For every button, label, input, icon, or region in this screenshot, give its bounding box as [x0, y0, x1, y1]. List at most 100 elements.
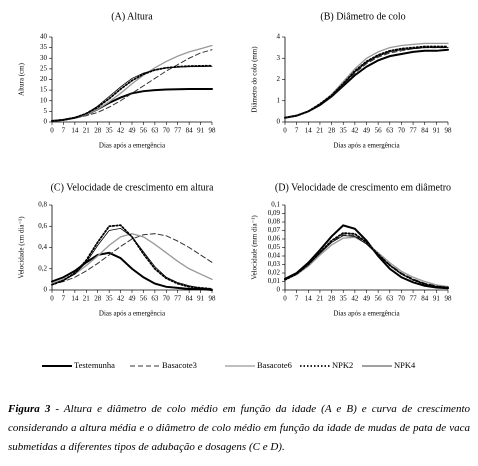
x-tick-label: 56: [140, 127, 148, 135]
legend-label: Testemunha: [74, 360, 115, 370]
x-tick-label: 35: [106, 295, 114, 303]
x-tick-label: 63: [151, 127, 159, 135]
y-tick-label: 0,1: [271, 201, 280, 209]
series-line: [284, 45, 449, 119]
x-tick-label: 0: [50, 295, 54, 303]
legend-label: Basacote3: [162, 360, 197, 370]
series-line: [51, 233, 213, 285]
x-tick-label: 35: [340, 295, 348, 303]
caption-text: - Altura e diâmetro de colo médio em fun…: [8, 403, 470, 453]
y-tick-label: 10: [40, 96, 48, 104]
x-tick-label: 35: [340, 127, 348, 135]
series-line: [51, 49, 213, 122]
x-tick-label: 21: [316, 127, 324, 135]
x-tick-label: 56: [375, 295, 383, 303]
x-tick-label: 70: [398, 295, 406, 303]
y-tick-label: 5: [44, 107, 48, 115]
legend-item: NPK4: [362, 360, 416, 370]
x-tick-label: 56: [140, 295, 148, 303]
x-tick-label: 84: [186, 127, 194, 135]
x-tick-label: 7: [295, 127, 299, 135]
y-tick-label: 0,4: [38, 243, 47, 251]
x-tick-label: 7: [295, 295, 299, 303]
series-line: [284, 48, 449, 119]
y-tick-label: 0,07: [268, 226, 281, 234]
chart-title: (C) Velocidade de crescimento em altura: [51, 182, 214, 193]
legend-item: NPK2: [300, 360, 353, 370]
y-axis-label: Velocidade (mm dia⁻¹): [251, 215, 259, 280]
x-tick-label: 63: [386, 127, 394, 135]
x-tick-label: 21: [83, 295, 91, 303]
series-line: [51, 227, 213, 290]
x-tick-label: 77: [410, 295, 418, 303]
x-axis-label: Dias após a emergência: [333, 142, 400, 150]
y-tick-label: 35: [40, 43, 48, 51]
x-tick-label: 77: [410, 127, 418, 135]
x-tick-label: 28: [94, 295, 102, 303]
y-tick-label: 20: [40, 75, 48, 83]
x-tick-label: 0: [50, 127, 54, 135]
series-line: [284, 224, 449, 290]
series-line: [284, 47, 449, 119]
x-tick-label: 28: [328, 295, 336, 303]
y-tick-label: 15: [40, 86, 48, 94]
y-tick-label: 0,09: [268, 209, 281, 217]
y-tick-label: 0,03: [268, 260, 281, 268]
y-tick-label: 0,02: [268, 269, 281, 277]
y-tick-label: 0: [277, 118, 281, 126]
x-tick-label: 49: [129, 295, 137, 303]
x-tick-label: 21: [316, 295, 324, 303]
x-tick-label: 70: [163, 295, 171, 303]
series-line: [51, 88, 213, 122]
y-tick-label: 30: [40, 54, 48, 62]
x-tick-label: 98: [445, 127, 453, 135]
x-tick-label: 49: [363, 295, 371, 303]
x-axis-label: Dias após a emergência: [99, 310, 166, 318]
x-axis-label: Dias após a emergência: [99, 142, 166, 150]
y-tick-label: 0,2: [38, 264, 47, 272]
y-tick-label: 0,8: [38, 201, 47, 209]
x-tick-label: 0: [283, 295, 287, 303]
x-tick-label: 91: [197, 127, 205, 135]
series-line: [51, 44, 213, 122]
x-tick-label: 63: [151, 295, 159, 303]
y-axis-label: Altura (cm): [18, 62, 26, 96]
x-tick-label: 84: [186, 295, 194, 303]
y-tick-label: 0,06: [268, 235, 281, 243]
x-tick-label: 98: [209, 295, 217, 303]
y-tick-label: 0,6: [38, 222, 47, 230]
x-tick-label: 70: [163, 127, 171, 135]
legend-item: Basacote3: [130, 360, 197, 370]
y-tick-label: 3: [277, 54, 281, 62]
x-tick-label: 14: [305, 295, 313, 303]
legend-item: Testemunha: [42, 360, 115, 370]
y-tick-label: 4: [277, 33, 281, 41]
x-tick-label: 56: [375, 127, 383, 135]
x-tick-label: 0: [283, 127, 287, 135]
y-tick-label: 0: [44, 286, 48, 294]
x-tick-label: 14: [305, 127, 313, 135]
x-tick-label: 91: [197, 295, 205, 303]
x-tick-label: 7: [62, 127, 66, 135]
x-tick-label: 14: [71, 127, 79, 135]
series-line: [51, 233, 213, 286]
series-line: [284, 235, 449, 288]
y-tick-label: 2: [277, 75, 281, 83]
legend-label: Basacote6: [257, 360, 292, 370]
x-tick-label: 98: [445, 295, 453, 303]
y-axis-label: Diâmetro do colo (mm): [251, 46, 259, 113]
x-tick-label: 91: [433, 127, 441, 135]
x-tick-label: 42: [117, 295, 125, 303]
x-tick-label: 77: [174, 127, 182, 135]
legend-label: NPK2: [332, 360, 353, 370]
y-tick-label: 0,05: [268, 243, 281, 251]
legend-label: NPK4: [394, 360, 416, 370]
y-tick-label: 1: [277, 96, 281, 104]
series-line: [284, 42, 449, 119]
x-tick-label: 98: [209, 127, 217, 135]
y-tick-label: 0,01: [268, 277, 281, 285]
x-tick-label: 84: [421, 295, 429, 303]
x-tick-label: 7: [62, 295, 66, 303]
